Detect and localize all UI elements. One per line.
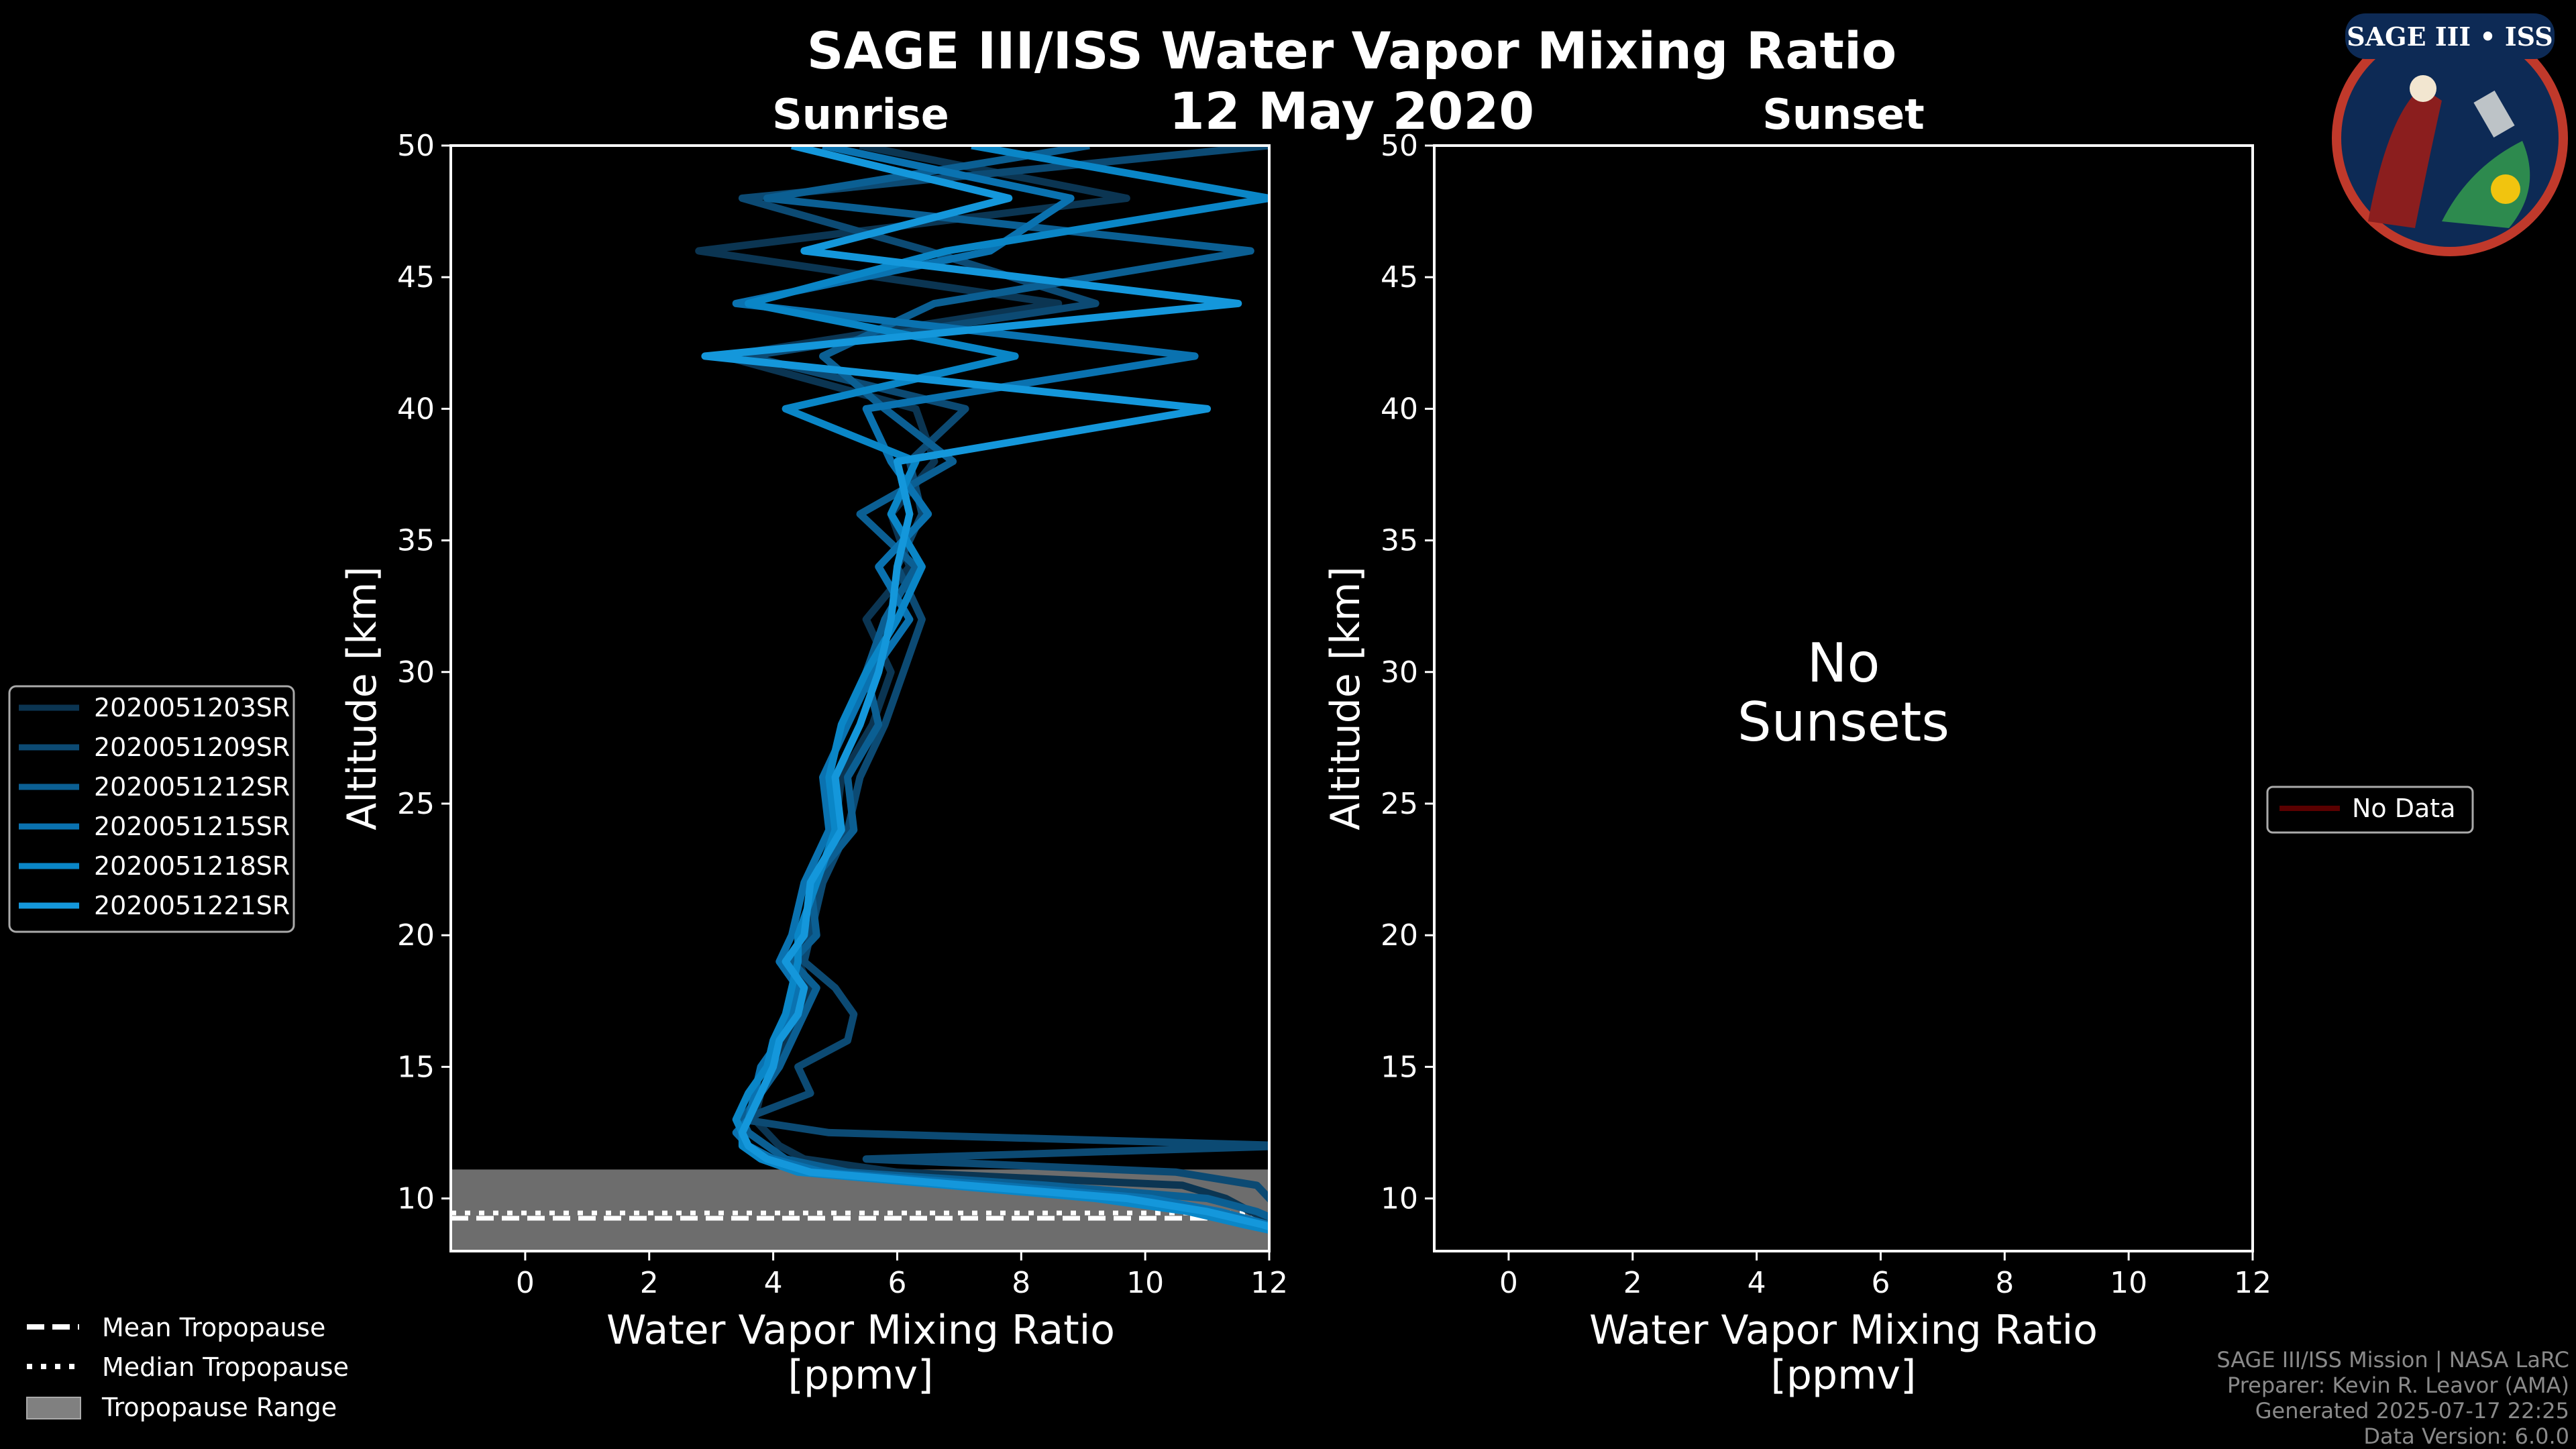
sunrise-x-tick-label: 2 [640, 1266, 659, 1300]
sunset-y-tick-label: 50 [1381, 129, 1418, 163]
main-title: SAGE III/ISS Water Vapor Mixing Ratio [807, 21, 1897, 80]
date-title: 12 May 2020 [1169, 81, 1534, 141]
sunset-legend-box [2266, 786, 2474, 834]
sunrise-y-tick-label: 40 [397, 392, 435, 426]
sunset-x-tick-label: 4 [1748, 1266, 1766, 1300]
sunset-plot-frame [1433, 144, 2254, 1252]
logo-sun-icon [2491, 174, 2520, 204]
legend-label-2020051203SR: 2020051203SR [94, 693, 290, 722]
sunset-y-tick-label: 25 [1381, 787, 1418, 821]
footer-generated: Generated 2025-07-17 22:25 [2255, 1398, 2569, 1424]
tropopause-range-swatch [26, 1397, 81, 1419]
sunset-y-tick-label: 20 [1381, 918, 1418, 953]
logo-station-icon [2473, 91, 2515, 138]
logo-banner [2345, 13, 2555, 59]
sunset-y-tick-label: 45 [1381, 260, 1418, 294]
sunrise-series-lines [695, 146, 1269, 1234]
series-legend-box [8, 685, 295, 933]
no-sunsets-line2: Sunsets [1737, 691, 1949, 753]
tropopause-legend: Mean Tropopause Median Tropopause Tropop… [26, 1313, 349, 1422]
sunrise-y-tick-label: 45 [397, 260, 435, 294]
sunrise-panel-title: Sunrise [772, 90, 949, 139]
series-line-2020051221SR [701, 146, 1269, 1231]
sunrise-plot-frame [449, 144, 1271, 1252]
logo-face-icon [2410, 75, 2436, 102]
sunset-y-tick-label: 10 [1381, 1182, 1418, 1216]
sunrise-x-ticks: 0 2 4 6 8 10 12 [516, 1251, 1288, 1300]
sunset-y-tick-label: 35 [1381, 524, 1418, 558]
sunset-panel-title: Sunset [1762, 90, 1925, 139]
sunset-y-tick-label: 40 [1381, 392, 1418, 426]
legend-label-2020051209SR: 2020051209SR [94, 733, 290, 762]
sunrise-x-tick-label: 6 [888, 1266, 906, 1300]
sunset-x-label: Water Vapor Mixing Ratio [1589, 1307, 2098, 1354]
sunset-x-ticks: 0 2 4 6 8 10 12 [1499, 1251, 2271, 1300]
sunrise-x-tick-label: 12 [1250, 1266, 1288, 1300]
no-data-label: No Data [2352, 794, 2456, 823]
sunrise-x-tick-label: 4 [764, 1266, 783, 1300]
footer-mission: SAGE III/ISS Mission | NASA LaRC [2216, 1347, 2569, 1373]
sunrise-x-label-units: [ppmv] [788, 1352, 934, 1399]
legend-label-2020051221SR: 2020051221SR [94, 891, 290, 920]
footer-preparer: Preparer: Kevin R. Leavor (AMA) [2227, 1373, 2569, 1398]
sunset-y-ticks: 10 15 20 25 30 35 40 45 50 [1381, 129, 1434, 1216]
sunset-x-tick-label: 12 [2234, 1266, 2271, 1300]
series-legend: 2020051203SR 2020051209SR 2020051212SR 2020… [8, 685, 295, 933]
sunrise-panel: 0 2 4 6 8 10 12 10 15 20 25 30 35 40 45 50 Water Vapor… [339, 129, 1288, 1399]
sunrise-y-tick-label: 35 [397, 524, 435, 558]
footer-version: Data Version: 6.0.0 [2363, 1424, 2569, 1449]
sunrise-y-tick-label: 20 [397, 918, 435, 953]
sunset-x-tick-label: 0 [1499, 1266, 1518, 1300]
sunrise-y-tick-label: 50 [397, 129, 435, 163]
logo-earth-icon [2442, 141, 2530, 228]
logo-text: SAGE III • ISS [2347, 21, 2553, 52]
legend-label-2020051218SR: 2020051218SR [94, 851, 290, 881]
sage-logo: SAGE III • ISS [2332, 13, 2568, 256]
sunset-y-tick-label: 30 [1381, 655, 1418, 690]
sunset-x-tick-label: 2 [1623, 1266, 1642, 1300]
mean-tropopause-label: Mean Tropopause [102, 1313, 325, 1342]
sunset-x-label-units: [ppmv] [1771, 1352, 1917, 1399]
footer: SAGE III/ISS Mission | NASA LaRC Prepare… [2216, 1347, 2569, 1449]
median-tropopause-label: Median Tropopause [102, 1352, 349, 1382]
sunset-x-tick-label: 8 [1995, 1266, 2014, 1300]
sunset-y-label: Altitude [km] [1322, 566, 1369, 830]
sunset-y-tick-label: 15 [1381, 1050, 1418, 1084]
sunset-legend: No Data [2266, 786, 2474, 834]
sunrise-y-tick-label: 10 [397, 1182, 435, 1216]
sunset-x-tick-label: 6 [1871, 1266, 1890, 1300]
sunrise-y-label: Altitude [km] [339, 566, 386, 830]
sunrise-y-ticks: 10 15 20 25 30 35 40 45 50 [397, 129, 451, 1216]
no-sunsets-line1: No [1807, 632, 1880, 694]
sunset-x-tick-label: 10 [2110, 1266, 2147, 1300]
tropopause-range-label: Tropopause Range [101, 1393, 337, 1422]
legend-label-2020051215SR: 2020051215SR [94, 812, 290, 841]
logo-figure-icon [2368, 87, 2442, 228]
sunrise-y-tick-label: 25 [397, 787, 435, 821]
sunrise-x-tick-label: 8 [1012, 1266, 1030, 1300]
sunrise-y-tick-label: 15 [397, 1050, 435, 1084]
sunrise-x-label: Water Vapor Mixing Ratio [606, 1307, 1115, 1354]
sunrise-x-tick-label: 0 [516, 1266, 535, 1300]
sunrise-y-tick-label: 30 [397, 655, 435, 690]
legend-label-2020051212SR: 2020051212SR [94, 772, 290, 802]
sunrise-x-tick-label: 10 [1126, 1266, 1164, 1300]
